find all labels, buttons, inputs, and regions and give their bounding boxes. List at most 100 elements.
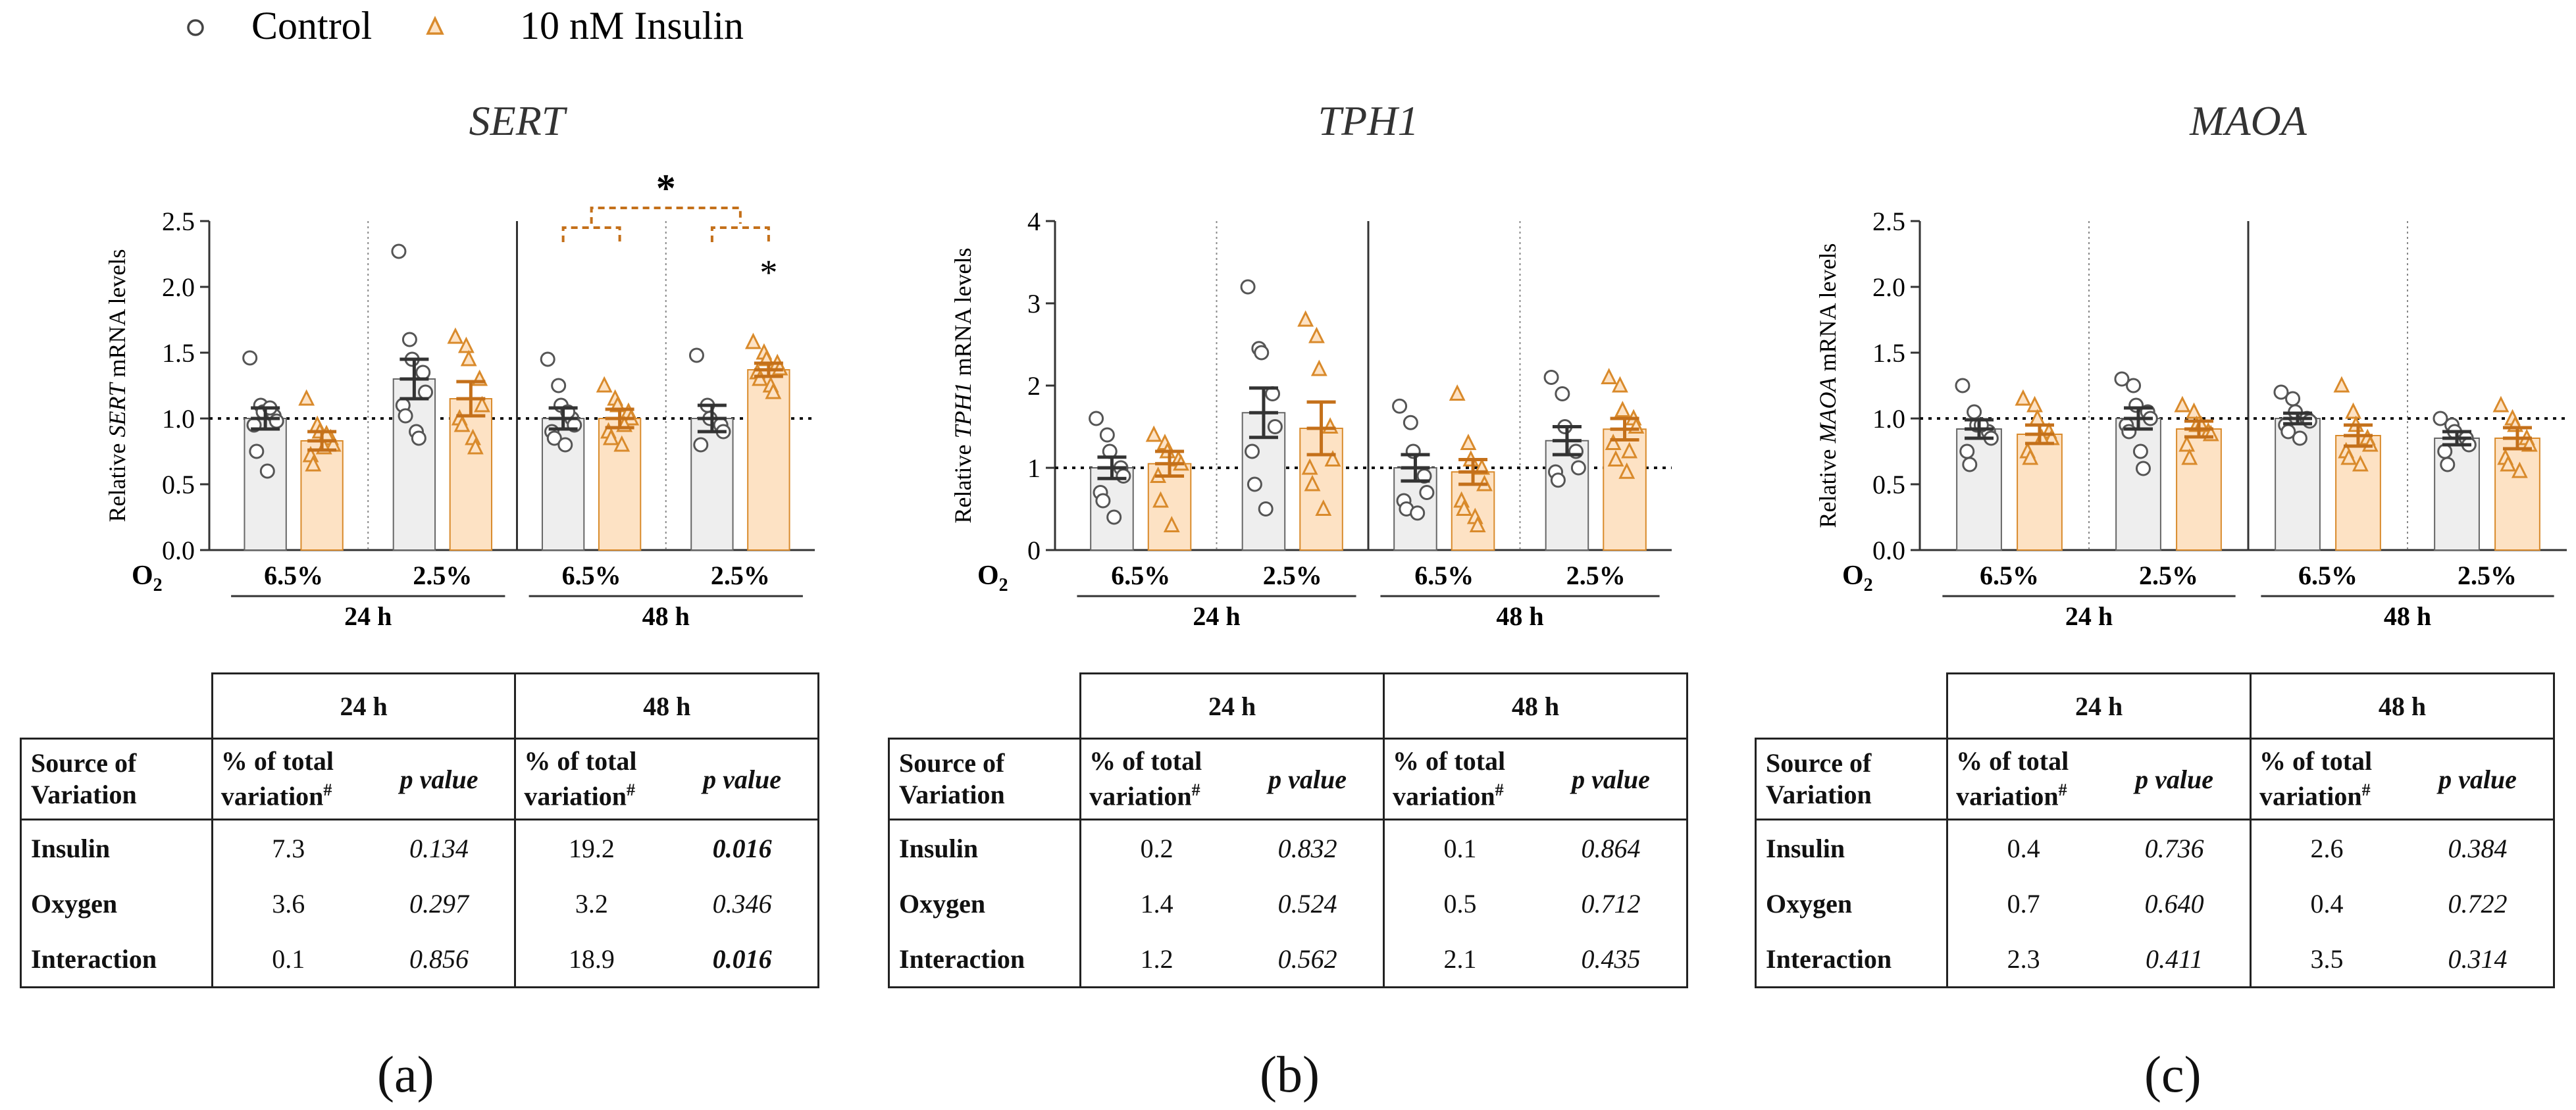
y-tick-label: 0.5 — [1872, 470, 1905, 499]
table-row: Interaction 0.1 0.856 18.9 0.016 — [20, 931, 819, 988]
y-tick-label: 2.5 — [162, 207, 195, 236]
control-point — [546, 430, 562, 446]
control-point — [1095, 493, 1111, 509]
y-axis-label: Relative MAOA mRNA levels — [1815, 243, 1841, 528]
control-point — [417, 384, 433, 400]
control-point — [2132, 443, 2148, 459]
oxygen-label: 6.5% — [1414, 561, 1474, 590]
insulin-point — [596, 376, 613, 393]
value-cell: 0.4 0.736 — [1946, 819, 2252, 876]
insulin-point — [457, 336, 475, 353]
insulin-point — [2352, 455, 2369, 472]
insulin-point — [474, 395, 490, 413]
subheader-cell: % of total variation# p value — [211, 738, 517, 820]
value-wrap: 7.3 0.134 — [213, 833, 515, 864]
table-row: Interaction 2.3 0.411 3.5 0.314 — [1754, 931, 2555, 988]
p-header: p value — [1572, 764, 1650, 794]
control-point — [1099, 427, 1115, 443]
insulin-point — [1315, 499, 1332, 516]
anova-table-sert: 24 h 48 h Source of Variation% of total va… — [20, 672, 819, 988]
table-row: Insulin 0.2 0.832 0.1 0.864 — [887, 819, 1688, 876]
value-cell: 0.5 0.712 — [1383, 876, 1688, 931]
blank-cell — [889, 673, 1082, 740]
y-tick-label: 2.5 — [1872, 207, 1905, 236]
source-header: Source of Variation — [20, 738, 213, 820]
control-point — [2273, 384, 2289, 400]
time-header: 48 h — [1383, 672, 1688, 740]
chart-title: TPH1 — [1318, 97, 1419, 144]
control-point — [1240, 279, 1256, 295]
control-point — [398, 408, 413, 424]
chart-sert: SERT 0.0 0.5 1.0 1.5 2.0 2.5 Relative SERT mRNA… — [104, 97, 815, 631]
value-wrap: 3.2 0.346 — [516, 888, 817, 919]
p-value: 0.864 — [1581, 833, 1641, 863]
chart-title: SERT — [469, 97, 568, 144]
insulin-point — [467, 438, 484, 455]
chart-maoa: MAOA 0.0 0.5 1.0 1.5 2.0 2.5 Relative MAOA mRNA… — [1815, 97, 2567, 631]
p-value: 0.297 — [409, 888, 469, 919]
subheader-wrap: % of total variation# p value — [516, 740, 817, 819]
control-point — [2437, 443, 2453, 459]
insulin-point — [1145, 425, 1162, 442]
insulin-point — [2340, 448, 2357, 465]
insulin-point — [1308, 326, 1325, 343]
pct-header-sup: # — [626, 780, 635, 800]
control-point — [1570, 460, 1586, 476]
insulin-point — [460, 349, 477, 366]
p-header: p value — [399, 764, 478, 794]
control-point — [411, 430, 426, 446]
p-value: 0.411 — [2146, 944, 2203, 974]
subheader-wrap: % of total variation# p value — [213, 740, 515, 819]
subheader-wrap: % of total variation# p value — [1948, 740, 2250, 819]
value-wrap: 3.5 0.314 — [2252, 944, 2553, 974]
value-cell: 1.2 0.562 — [1079, 931, 1385, 988]
panel-label-a: (a) — [377, 1046, 434, 1103]
legend-insulin-label: 10 nM Insulin — [520, 4, 744, 47]
insulin-point — [752, 369, 768, 386]
y-tick-label: 1.5 — [162, 338, 195, 368]
legend-control-label: Control — [251, 4, 372, 47]
value-wrap: 2.6 0.384 — [2252, 833, 2553, 864]
row-source: Oxygen — [887, 876, 1082, 931]
y-tick-label: 1.5 — [1872, 338, 1905, 368]
o2-label: O2 — [977, 561, 1008, 595]
insulin-legend-marker — [426, 15, 444, 35]
o2-label: O2 — [132, 561, 163, 595]
oxygen-label: 2.5% — [1566, 561, 1626, 590]
insulin-point — [1310, 359, 1327, 376]
table-header-row: 24 h 48 h — [889, 672, 1688, 740]
time-header: 48 h — [514, 672, 819, 740]
table-header-row: 24 h 48 h — [20, 672, 819, 740]
table-row: Insulin 0.4 0.736 2.6 0.384 — [1754, 819, 2555, 876]
control-point — [2114, 371, 2130, 387]
row-source: Insulin — [20, 819, 213, 876]
p-value: 0.856 — [409, 944, 469, 974]
value-wrap: 19.2 0.016 — [516, 833, 817, 864]
insulin-point — [1614, 401, 1631, 417]
row-source: Oxygen — [1754, 876, 1949, 931]
source-header: Source of Variation — [887, 738, 1082, 820]
insulin-point — [602, 428, 619, 445]
control-point — [1245, 443, 1260, 459]
row-source: Interaction — [887, 931, 1082, 988]
value-cell: 0.7 0.640 — [1946, 876, 2252, 931]
insulin-point — [2511, 461, 2528, 478]
p-header: p value — [703, 764, 782, 794]
value-cell: 2.6 0.384 — [2250, 819, 2555, 876]
pct-header-sup: # — [1495, 780, 1504, 800]
control-point — [1403, 415, 1418, 430]
pct-header: % of total variation# — [1089, 746, 1202, 811]
y-axis-label: Relative SERT mRNA levels — [104, 249, 130, 522]
insulin-point — [1449, 384, 1466, 401]
insulin-point — [1152, 491, 1169, 508]
control-point — [2433, 411, 2448, 426]
control-point — [2292, 430, 2307, 446]
y-tick-label: 0.5 — [162, 470, 195, 499]
oxygen-label: 6.5% — [264, 561, 323, 590]
control-point — [2121, 424, 2137, 440]
row-source: Insulin — [887, 819, 1082, 876]
p-value: 0.314 — [2448, 944, 2508, 974]
oxygen-label: 2.5% — [1263, 561, 1322, 590]
control-point — [1267, 419, 1283, 434]
p-header: p value — [1268, 764, 1347, 794]
